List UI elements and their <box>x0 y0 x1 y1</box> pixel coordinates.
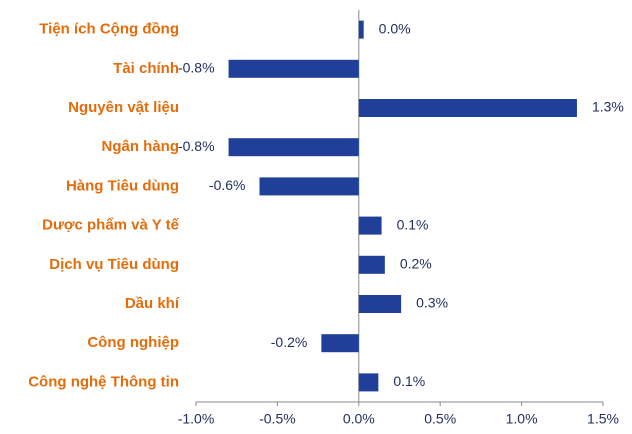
category-label: Công nghiệp <box>87 334 179 351</box>
bar <box>321 334 359 353</box>
bar <box>228 138 359 157</box>
bar <box>358 216 382 235</box>
category-label: Dịch vụ Tiêu dùng <box>49 256 179 273</box>
x-tick-label: -1.0% <box>178 411 215 427</box>
value-label: 0.1% <box>393 373 425 389</box>
value-label: 1.3% <box>592 99 624 115</box>
bar <box>358 295 402 313</box>
bar <box>358 99 577 117</box>
category-label: Nguyên vật liệu <box>68 99 179 116</box>
category-label: Ngân hàng <box>102 138 180 155</box>
value-label: -0.8% <box>178 138 215 154</box>
bar <box>259 177 359 196</box>
category-label: Công nghệ Thông tin <box>28 373 179 390</box>
x-tick-label: 0.0% <box>343 411 375 427</box>
value-label: 0.0% <box>379 20 411 36</box>
category-label: Tài chính <box>113 60 179 77</box>
bar <box>358 255 385 274</box>
value-label: -0.8% <box>178 60 215 76</box>
bar <box>228 59 359 78</box>
category-label: Hàng Tiêu dùng <box>66 177 179 194</box>
category-label: Dược phẩm và Y tế <box>42 217 180 234</box>
value-label: -0.6% <box>209 177 246 193</box>
value-label: 0.2% <box>400 256 432 272</box>
category-label: Tiện ích Cộng đồng <box>39 21 179 38</box>
x-tick-label: -0.5% <box>259 411 296 427</box>
x-tick-label: 1.5% <box>587 411 619 427</box>
x-tick-label: 1.0% <box>506 411 538 427</box>
value-label: -0.2% <box>271 334 308 350</box>
x-tick-label: 0.5% <box>424 411 456 427</box>
value-label: 0.1% <box>397 216 429 232</box>
bar <box>358 20 364 39</box>
bar <box>358 373 379 392</box>
value-label: 0.3% <box>416 295 448 311</box>
category-label: Dầu khí <box>125 295 180 312</box>
